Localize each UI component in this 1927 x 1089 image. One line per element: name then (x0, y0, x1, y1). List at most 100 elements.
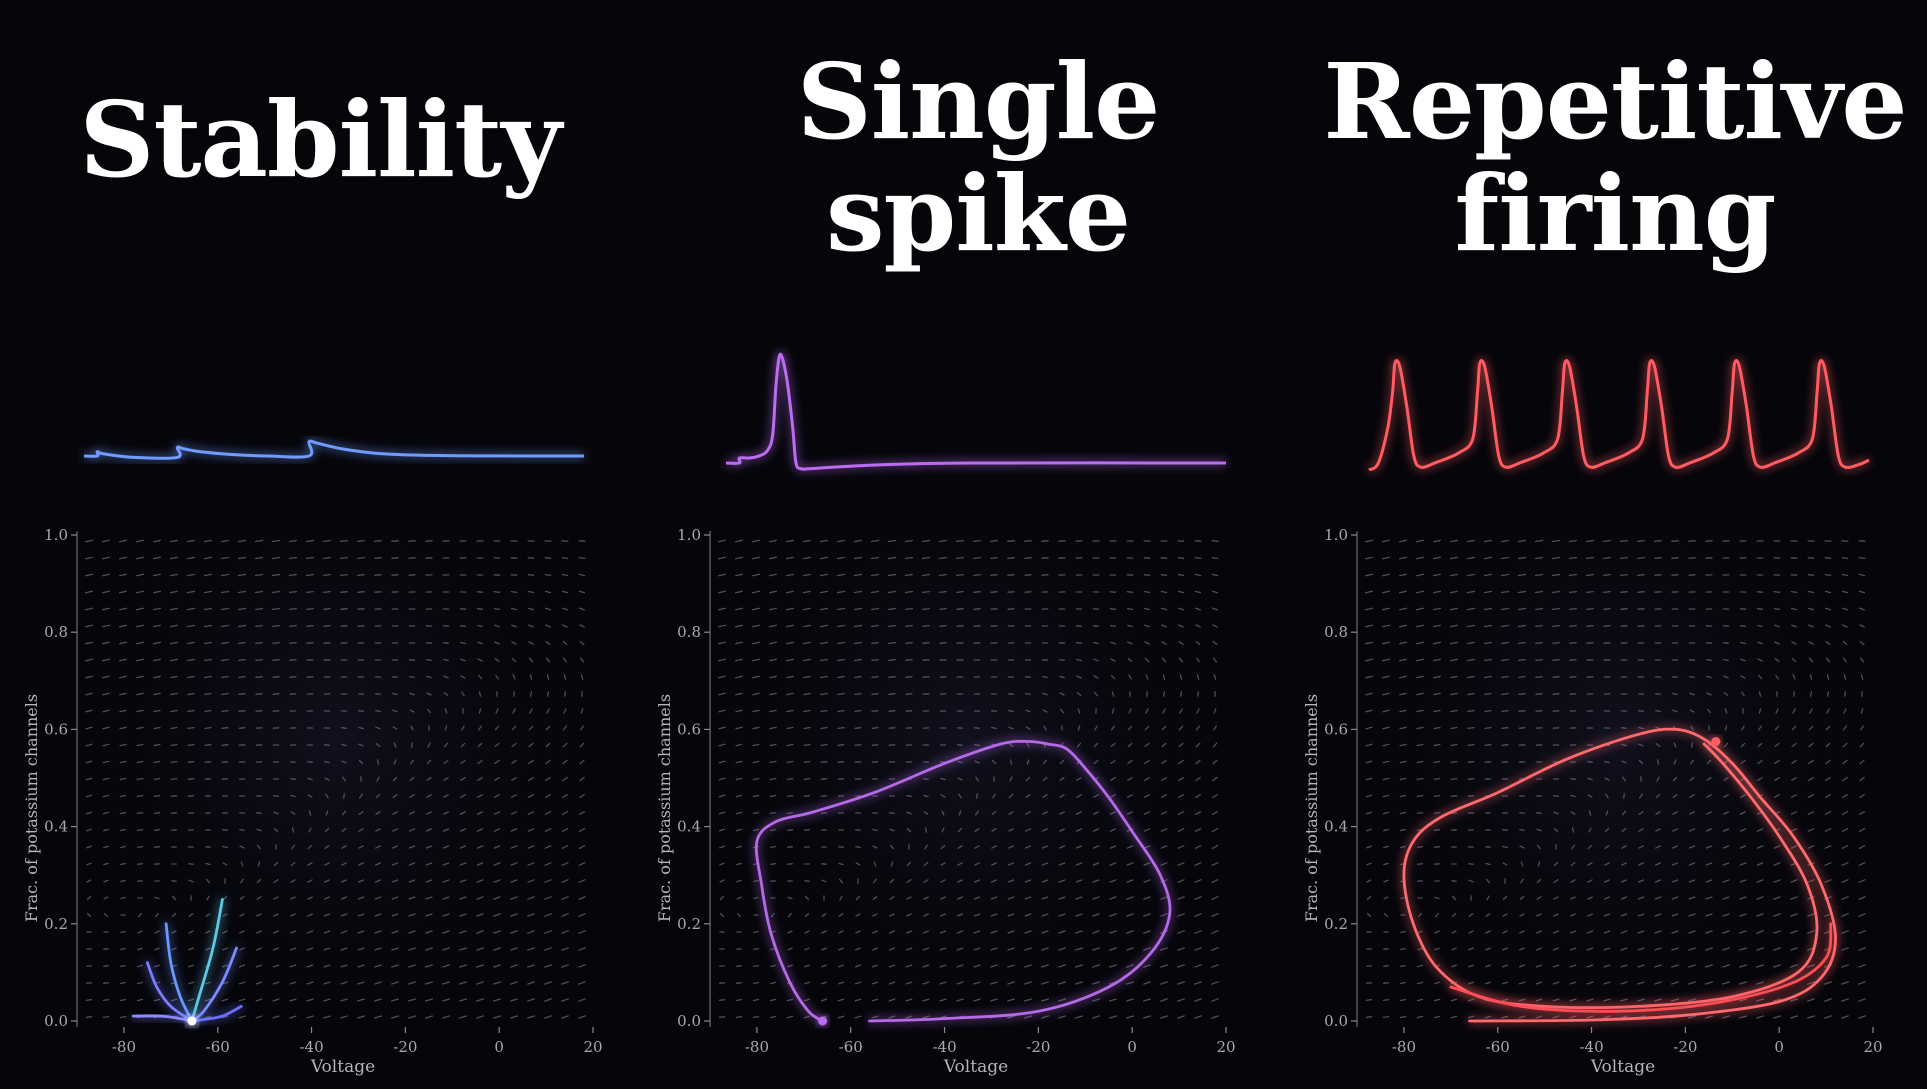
vector-arrow (1058, 947, 1066, 951)
vector-arrow (1741, 691, 1745, 697)
vector-arrow (1467, 998, 1475, 1002)
vector-arrow (426, 811, 432, 815)
vector-arrow (222, 947, 228, 951)
vector-arrow (86, 931, 92, 933)
vector-arrow (1688, 930, 1696, 934)
vector-arrow (1160, 828, 1168, 832)
vector-arrow (1415, 624, 1425, 628)
vector-arrow (769, 1015, 777, 1019)
vector-arrow (1826, 708, 1830, 714)
vector-arrow (922, 964, 930, 968)
vector-arrow (1006, 1015, 1016, 1019)
vector-arrow (1568, 556, 1578, 560)
vector-arrow (1841, 947, 1849, 951)
vector-arrow (1092, 930, 1100, 934)
vector-arrow (787, 964, 793, 968)
vector-arrow (1842, 793, 1848, 799)
vector-arrow (735, 982, 743, 984)
vector-arrow (1654, 574, 1662, 576)
vector-arrow (871, 998, 879, 1002)
vector-arrow (390, 1015, 400, 1019)
vector-arrow (990, 574, 998, 576)
vector-arrow (1111, 691, 1115, 697)
vector-arrow (939, 981, 947, 985)
vector-arrow (1161, 759, 1167, 765)
vector-arrow (476, 981, 484, 985)
vector-arrow (1177, 573, 1185, 577)
vector-arrow (1433, 675, 1441, 679)
vector-arrow (1671, 981, 1679, 985)
vector-arrow (1824, 811, 1832, 815)
vector-arrow (1501, 675, 1509, 679)
vector-arrow (1110, 742, 1116, 748)
vector-arrow (1792, 674, 1796, 680)
vector-arrow (476, 862, 484, 866)
vector-arrow (544, 930, 552, 934)
vector-arrow (1160, 913, 1168, 917)
vector-arrow (889, 930, 895, 934)
vector-arrow (221, 998, 229, 1002)
vector-arrow (528, 624, 534, 628)
vector-arrow (410, 725, 414, 731)
vector-arrow (1825, 657, 1831, 663)
vector-arrow (84, 539, 94, 543)
vector-arrow (220, 539, 230, 543)
x-tick-label: -20 (393, 1038, 417, 1056)
vector-arrow (494, 658, 500, 662)
vector-arrow (1570, 861, 1576, 867)
vector-arrow (1569, 642, 1577, 644)
vector-arrow (1110, 641, 1116, 645)
vector-arrow (238, 710, 246, 712)
vector-arrow (136, 726, 144, 730)
vector-arrow (1587, 879, 1593, 883)
vector-arrow (171, 912, 177, 918)
vector-arrow (1756, 862, 1764, 866)
vector-arrow (1535, 998, 1543, 1002)
vector-arrow (512, 708, 516, 714)
vector-arrow (1058, 658, 1066, 662)
vector-arrow (528, 725, 534, 731)
vector-arrow (374, 913, 382, 917)
vector-arrow (990, 591, 998, 593)
vector-arrow (1416, 743, 1424, 747)
vector-arrow (1500, 590, 1510, 594)
vector-arrow (135, 539, 145, 543)
vector-arrow (1194, 607, 1202, 611)
vector-arrow (1620, 964, 1628, 968)
vector-arrow (152, 641, 162, 645)
vector-arrow (510, 590, 518, 594)
vector-arrow (476, 624, 484, 628)
vector-arrow (870, 556, 880, 560)
vector-arrow (1144, 657, 1150, 663)
vector-arrow (460, 675, 466, 679)
vector-arrow (340, 727, 348, 729)
vector-arrow (238, 641, 246, 645)
trajectory-line (190, 1005, 243, 1023)
vector-arrow (544, 811, 552, 815)
vector-arrow (1704, 1015, 1714, 1019)
vector-arrow (1008, 845, 1014, 849)
vector-arrow (1059, 692, 1065, 696)
vector-arrow (924, 844, 928, 850)
vector-arrow (1007, 930, 1015, 934)
vector-arrow (1417, 863, 1423, 865)
vector-arrow (459, 964, 467, 968)
vector-arrow (272, 1015, 280, 1019)
vector-arrow (239, 913, 245, 917)
vector-arrow (1605, 793, 1609, 799)
vector-arrow (1604, 862, 1610, 866)
vector-arrow (578, 862, 586, 866)
vector-arrow (1636, 539, 1646, 543)
vector-arrow (376, 759, 380, 765)
vector-arrow (239, 845, 245, 849)
vector-arrow (957, 777, 963, 781)
vector-arrow (768, 658, 778, 662)
vector-arrow (1483, 624, 1493, 628)
vector-arrow (837, 658, 845, 662)
vector-arrow (1519, 930, 1525, 934)
vector-arrow (1722, 947, 1730, 951)
vector-arrow (1467, 675, 1475, 679)
vector-arrow (1671, 862, 1679, 866)
vector-arrow (1177, 557, 1185, 559)
vector-arrow (578, 981, 586, 985)
